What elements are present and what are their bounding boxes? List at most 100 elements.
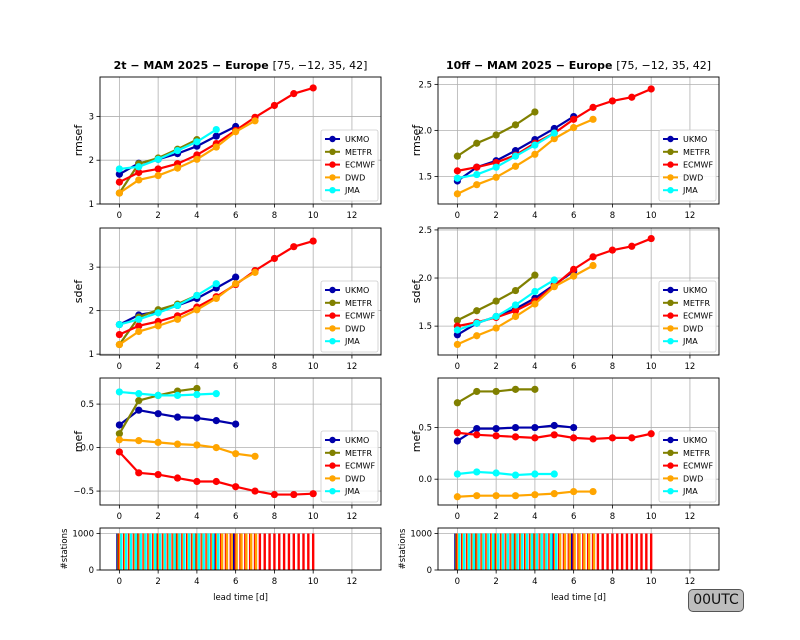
- data-point: [154, 410, 162, 418]
- series-dwd: [453, 115, 597, 198]
- legend-marker: [667, 161, 674, 168]
- data-point: [492, 131, 500, 139]
- station-bar: [307, 533, 310, 570]
- series-jma: [115, 280, 220, 329]
- data-point: [628, 93, 636, 101]
- data-point: [173, 413, 182, 421]
- station-bar: [120, 533, 123, 570]
- y-tick-label: 1000: [410, 529, 432, 539]
- series-ecmwf: [115, 448, 317, 499]
- x-tick-label: 10: [308, 211, 319, 221]
- x-tick-label: 6: [571, 211, 576, 221]
- x-tick-label: 6: [571, 512, 576, 522]
- legend-label: DWD: [683, 474, 703, 483]
- data-point: [135, 176, 143, 184]
- data-point: [531, 150, 539, 158]
- legend-marker: [329, 187, 336, 194]
- legend-label: DWD: [345, 474, 365, 483]
- data-point: [511, 301, 520, 309]
- legend-item-jma: JMA: [663, 186, 698, 195]
- legend-item-ecmwf: ECMWF: [325, 312, 375, 321]
- x-tick-label: 12: [347, 577, 358, 587]
- data-point: [492, 297, 500, 305]
- axes-frame: [99, 76, 382, 205]
- legend-item-metfr: METFR: [663, 449, 710, 458]
- y-tick-label: 1000: [72, 529, 94, 539]
- legend-label: ECMWF: [345, 312, 375, 321]
- legend-marker: [667, 462, 674, 469]
- data-point: [511, 433, 520, 441]
- data-point: [453, 167, 461, 175]
- station-bar: [192, 533, 196, 570]
- legend-item-metfr: METFR: [325, 148, 372, 157]
- legend: UKMO METFR ECMWF DWD JMA: [658, 430, 717, 503]
- data-point: [531, 385, 539, 393]
- x-tick-label: 8: [610, 362, 615, 372]
- station-bar: [620, 533, 624, 570]
- data-point: [492, 173, 500, 181]
- station-bar: [458, 533, 461, 570]
- legend-box: [320, 430, 379, 503]
- legend-item-dwd: DWD: [325, 474, 365, 483]
- station-bar: [545, 533, 548, 570]
- x-tick-label: 4: [194, 211, 199, 221]
- legend-label: JMA: [682, 337, 698, 346]
- data-point: [309, 237, 317, 245]
- axes-frame: [437, 377, 720, 506]
- data-point: [115, 340, 123, 349]
- x-tick-label: 10: [646, 577, 657, 587]
- panel-t-stations: 0 2 4 6 8 10 12 0 1000#stations lead time [d]: [60, 527, 382, 603]
- y-axis-label: sdef: [72, 279, 85, 303]
- legend-item-ecmwf: ECMWF: [325, 161, 375, 170]
- x-tick-label: 4: [532, 512, 537, 522]
- data-point: [550, 283, 558, 291]
- legend-label: JMA: [344, 487, 360, 496]
- series-line-ecmwf: [118, 451, 314, 496]
- data-point: [511, 162, 520, 170]
- legend: UKMO METFR ECMWF DWD JMA: [658, 280, 717, 353]
- data-point: [511, 312, 520, 321]
- station-bar: [230, 533, 233, 570]
- y-tick-label: 3: [89, 263, 94, 273]
- data-point: [570, 272, 578, 280]
- data-point: [492, 387, 500, 396]
- station-bar: [616, 533, 619, 570]
- legend-item-jma: JMA: [663, 487, 698, 496]
- data-point: [589, 103, 597, 111]
- data-point: [115, 421, 123, 429]
- data-point: [173, 474, 182, 482]
- station-bar: [149, 533, 152, 570]
- data-point: [492, 432, 500, 440]
- data-point: [232, 420, 240, 428]
- data-point: [309, 84, 317, 92]
- data-point: [628, 434, 636, 442]
- data-point: [154, 165, 162, 173]
- data-point: [492, 312, 500, 321]
- station-bar: [297, 533, 300, 570]
- data-point: [309, 490, 317, 498]
- legend-label: ECMWF: [345, 462, 375, 471]
- data-point: [511, 423, 520, 432]
- data-point: [212, 143, 220, 151]
- data-point: [531, 287, 539, 296]
- legend-label: UKMO: [345, 436, 369, 445]
- data-point: [193, 306, 201, 314]
- legend-marker: [667, 488, 674, 495]
- station-bar: [263, 533, 266, 570]
- station-bar: [144, 533, 147, 570]
- legend-item-ecmwf: ECMWF: [663, 312, 713, 321]
- x-tick-label: 10: [646, 512, 657, 522]
- legend-box: [658, 430, 717, 503]
- bars-jma: [458, 533, 558, 570]
- station-bar: [467, 533, 471, 570]
- data-point: [453, 470, 461, 478]
- station-bar: [254, 533, 258, 570]
- data-point: [154, 438, 162, 446]
- series-line-jma: [119, 128, 217, 171]
- data-point: [589, 435, 597, 443]
- chart-title: 2t − MAM 2025 − Europe [75, −12, 35, 42]: [114, 59, 368, 72]
- y-tick-label: 1.5: [418, 322, 432, 332]
- y-tick-label: 2.5: [418, 80, 432, 90]
- series-jma: [453, 276, 558, 334]
